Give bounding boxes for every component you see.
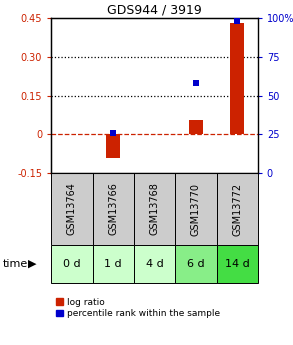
Text: ▶: ▶ [28, 259, 36, 269]
Bar [51, 173, 93, 245]
Bar [217, 245, 258, 283]
Bar [93, 245, 134, 283]
Text: 4 d: 4 d [146, 259, 163, 269]
Text: GSM13772: GSM13772 [232, 183, 242, 236]
Bar [217, 173, 258, 245]
Bar [175, 245, 217, 283]
Text: GSM13766: GSM13766 [108, 183, 118, 235]
Text: 14 d: 14 d [225, 259, 250, 269]
Bar [134, 245, 175, 283]
Text: 1 d: 1 d [104, 259, 122, 269]
Bar [189, 120, 203, 134]
Text: GSM13768: GSM13768 [149, 183, 160, 235]
Bar [230, 23, 244, 134]
Bar [51, 245, 93, 283]
Bar [175, 173, 217, 245]
Bar [134, 173, 175, 245]
Legend: log ratio, percentile rank within the sample: log ratio, percentile rank within the sa… [56, 298, 220, 318]
Text: GSM13770: GSM13770 [191, 183, 201, 236]
Text: 6 d: 6 d [187, 259, 205, 269]
Bar [106, 134, 120, 158]
Text: GSM13764: GSM13764 [67, 183, 77, 235]
Title: GDS944 / 3919: GDS944 / 3919 [107, 4, 202, 17]
Text: 0 d: 0 d [63, 259, 81, 269]
Bar [93, 173, 134, 245]
Text: time: time [3, 259, 28, 269]
